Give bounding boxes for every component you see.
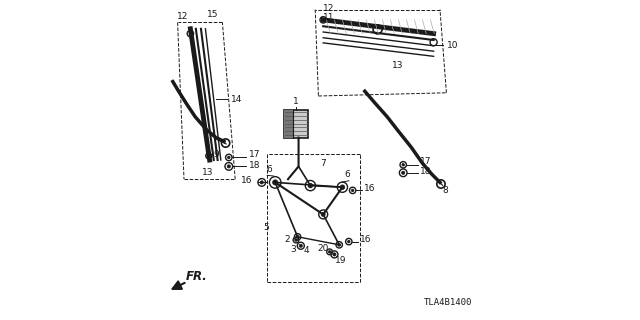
Text: 2: 2	[284, 235, 290, 244]
Text: 10: 10	[447, 41, 459, 50]
Text: 20: 20	[317, 244, 329, 253]
Text: 11: 11	[323, 13, 335, 22]
Text: 18: 18	[249, 161, 260, 170]
Text: TLA4B1400: TLA4B1400	[424, 298, 472, 307]
Circle shape	[308, 183, 313, 188]
Text: 12: 12	[177, 12, 188, 21]
Circle shape	[340, 185, 345, 189]
Text: 16: 16	[360, 236, 371, 244]
Text: 15: 15	[207, 10, 219, 19]
Circle shape	[227, 165, 230, 168]
Circle shape	[300, 244, 303, 247]
Text: 19: 19	[335, 256, 347, 265]
Circle shape	[402, 171, 405, 174]
Text: FR.: FR.	[186, 270, 208, 283]
Text: 16: 16	[241, 176, 252, 185]
Text: 13: 13	[392, 61, 403, 70]
Text: 4: 4	[304, 246, 310, 255]
Bar	[284, 110, 308, 138]
Circle shape	[348, 240, 350, 243]
Text: 9: 9	[213, 150, 219, 159]
Circle shape	[273, 180, 278, 185]
Text: 3: 3	[291, 245, 296, 254]
Text: 6: 6	[344, 170, 349, 179]
Circle shape	[333, 253, 336, 256]
Text: 8: 8	[443, 186, 448, 195]
Circle shape	[295, 239, 297, 241]
Circle shape	[328, 251, 331, 253]
Text: 1: 1	[293, 97, 299, 106]
Circle shape	[321, 212, 325, 216]
Text: 13: 13	[202, 168, 214, 177]
Bar	[284, 110, 292, 138]
Circle shape	[260, 181, 264, 184]
Text: 17: 17	[420, 157, 431, 166]
Text: 5: 5	[263, 223, 269, 232]
Circle shape	[296, 236, 299, 238]
Text: 7: 7	[320, 159, 326, 168]
Circle shape	[228, 156, 230, 159]
Text: 14: 14	[232, 95, 243, 104]
Text: 12: 12	[323, 4, 335, 13]
Text: 6: 6	[266, 165, 272, 174]
Text: 18: 18	[420, 167, 431, 176]
Circle shape	[402, 164, 404, 166]
Circle shape	[338, 244, 340, 246]
Text: 16: 16	[364, 184, 376, 193]
Text: 17: 17	[249, 150, 260, 159]
Circle shape	[351, 189, 354, 192]
